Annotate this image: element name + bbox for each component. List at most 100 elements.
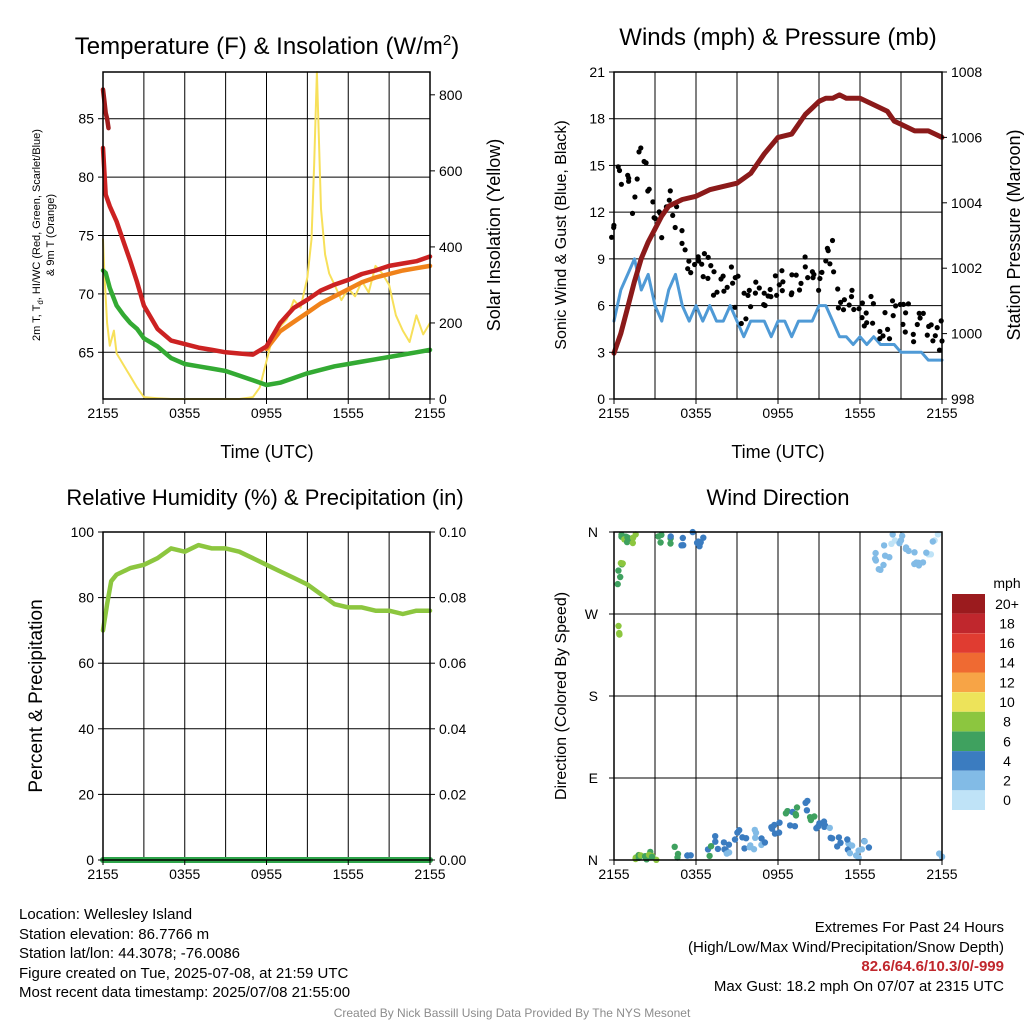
colorbar-swatch [952, 672, 985, 693]
gust-point [688, 270, 694, 276]
y2-tick-label: 0.10 [439, 524, 466, 540]
gust-point [835, 286, 841, 292]
x-tick-label: 1555 [333, 405, 364, 421]
y-tick-label: 15 [589, 157, 605, 173]
elevation-text: Station elevation: 86.7766 m [19, 925, 210, 943]
x-tick-label: 0355 [680, 405, 711, 421]
y-tick-label: 6 [597, 298, 605, 314]
direction-point [784, 808, 791, 815]
colorbar-swatch [952, 633, 985, 653]
y-tick-label: N [588, 524, 598, 540]
gust-point [732, 304, 738, 310]
direction-point [746, 844, 753, 851]
direction-point [648, 853, 656, 861]
station-info: Location: Wellesley Island Station eleva… [19, 905, 350, 1003]
direction-point [741, 845, 748, 852]
gust-point [699, 261, 705, 267]
colorbar-label: 8 [1003, 714, 1011, 730]
direction-point [667, 533, 674, 540]
gust-point [916, 310, 922, 316]
x-tick-label: 0955 [251, 866, 282, 882]
direction-point [880, 561, 887, 569]
pressure-line [611, 92, 945, 356]
gust-point [616, 167, 623, 174]
gust-point [838, 299, 844, 305]
gust-point [936, 347, 943, 353]
colorbar-label: 0 [1003, 792, 1011, 808]
direction-point [624, 534, 631, 541]
gust-point [902, 329, 908, 335]
direction-point [751, 826, 758, 834]
direction-point [792, 812, 800, 819]
gust-point [728, 264, 735, 270]
humidity-title: Relative Humidity (%) & Precipitation (i… [66, 485, 463, 510]
gust-point [903, 310, 909, 316]
direction-point [776, 819, 783, 826]
winds-panel: Winds (mph) & Pressure (mb) 0 3 6 9 12 15 18 21… [553, 24, 1024, 462]
direction-point [919, 559, 927, 566]
humidity-panel: Relative Humidity (%) & Precipitation (i… [26, 485, 466, 882]
winds-ylabel-right: Station Pressure (Maroon) [1004, 129, 1024, 340]
y-tick-label: E [589, 770, 598, 786]
temperature-ylabel-left-line1: 2m T, Td, HI/WC (Red, Green, Scarlet/Blu… [31, 129, 45, 341]
humidity-ylabel-left: Percent & Precipitation [26, 599, 47, 792]
gust-point [721, 288, 727, 294]
direction-point [786, 822, 794, 829]
gust-point [911, 339, 917, 345]
gust-point [636, 149, 642, 155]
gust-point [645, 188, 651, 194]
direction-point [742, 835, 750, 842]
gust-point [743, 316, 749, 322]
gust-point [701, 251, 708, 257]
gust-point [710, 292, 717, 298]
gust-point [746, 287, 752, 293]
direction-title: Wind Direction [706, 485, 849, 510]
x-tick-label: 0355 [169, 405, 200, 421]
gust-point [841, 297, 848, 303]
gust-point [829, 237, 836, 244]
gust-point [708, 263, 714, 269]
heat-index-line [100, 87, 111, 131]
winds-ylabel-left: Sonic Wind & Gust (Blue, Black) [553, 120, 570, 349]
gust-point [893, 303, 899, 309]
gust-point [651, 215, 657, 221]
location-text: Location: Wellesley Island [19, 906, 193, 923]
direction-point [834, 843, 841, 850]
gust-point [780, 279, 786, 285]
gust-point [849, 287, 855, 293]
gust-point [897, 301, 903, 308]
x-tick-label: 2155 [926, 405, 957, 421]
gust-point [738, 320, 744, 327]
y-tick-label: 70 [78, 286, 94, 302]
gust-point [632, 194, 638, 200]
gust-point [877, 328, 883, 335]
gust-point [859, 300, 866, 306]
direction-point [793, 804, 801, 811]
direction-point [861, 838, 868, 845]
colorbar-label: 4 [1003, 753, 1011, 769]
gust-point [900, 321, 906, 327]
gust-point [793, 272, 799, 278]
x-tick-label: 2155 [598, 866, 629, 882]
gust-point [638, 145, 644, 151]
y2-tick-label: 1002 [951, 260, 982, 276]
x-tick-label: 2155 [598, 405, 629, 421]
gust-point [756, 285, 762, 291]
y2-tick-label: 0.04 [439, 721, 466, 737]
gust-point [779, 268, 785, 274]
gust-point [774, 292, 780, 298]
direction-point [731, 836, 739, 843]
direction-point [619, 560, 626, 567]
direction-point [803, 807, 811, 814]
gust-point [682, 247, 688, 253]
temperature-panel: Temperature (F) & Insolation (W/m2) 65 70… [31, 32, 504, 462]
x-tick-label: 1555 [844, 866, 875, 882]
direction-point [835, 834, 843, 841]
gust-point [670, 212, 676, 218]
y-tick-label: 18 [589, 111, 605, 127]
x-tick-label: 2155 [87, 405, 118, 421]
winds-grid [614, 72, 942, 399]
gust-point [679, 240, 685, 246]
x-tick-label: 0355 [680, 866, 711, 882]
